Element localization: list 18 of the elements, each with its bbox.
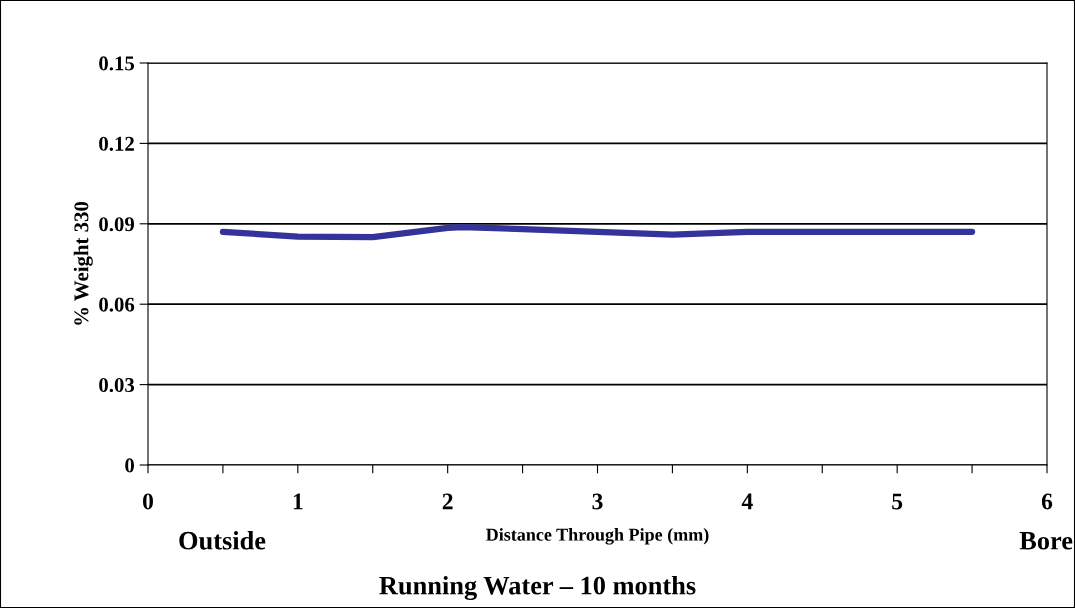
- x-tick-label: 0: [143, 493, 153, 510]
- text: Running Water – 10 months: [379, 575, 696, 601]
- y-tick-label: 0.06: [99, 297, 135, 312]
- x-tick-label: 4: [741, 493, 753, 510]
- y-tick-label: 0.12: [99, 136, 134, 151]
- x-tick-label: 5: [892, 493, 903, 510]
- x-tick-label: 1: [293, 493, 303, 510]
- y-axis-title: % Weight 330: [73, 201, 93, 325]
- text: Bore: [1019, 532, 1073, 550]
- y-tick-label: 0: [125, 458, 135, 473]
- x-axis-title: Distance Through Pipe (mm): [486, 528, 709, 545]
- y-tick-label: 0.03: [99, 377, 135, 393]
- y-tick-label: 0.15: [99, 56, 135, 71]
- y-tick-label: 0.09: [99, 217, 135, 232]
- x-tick-label: 6: [1041, 493, 1053, 510]
- x-tick-label: 3: [592, 493, 603, 510]
- x-tick-label: 2: [442, 493, 453, 510]
- text: Outside: [179, 531, 266, 550]
